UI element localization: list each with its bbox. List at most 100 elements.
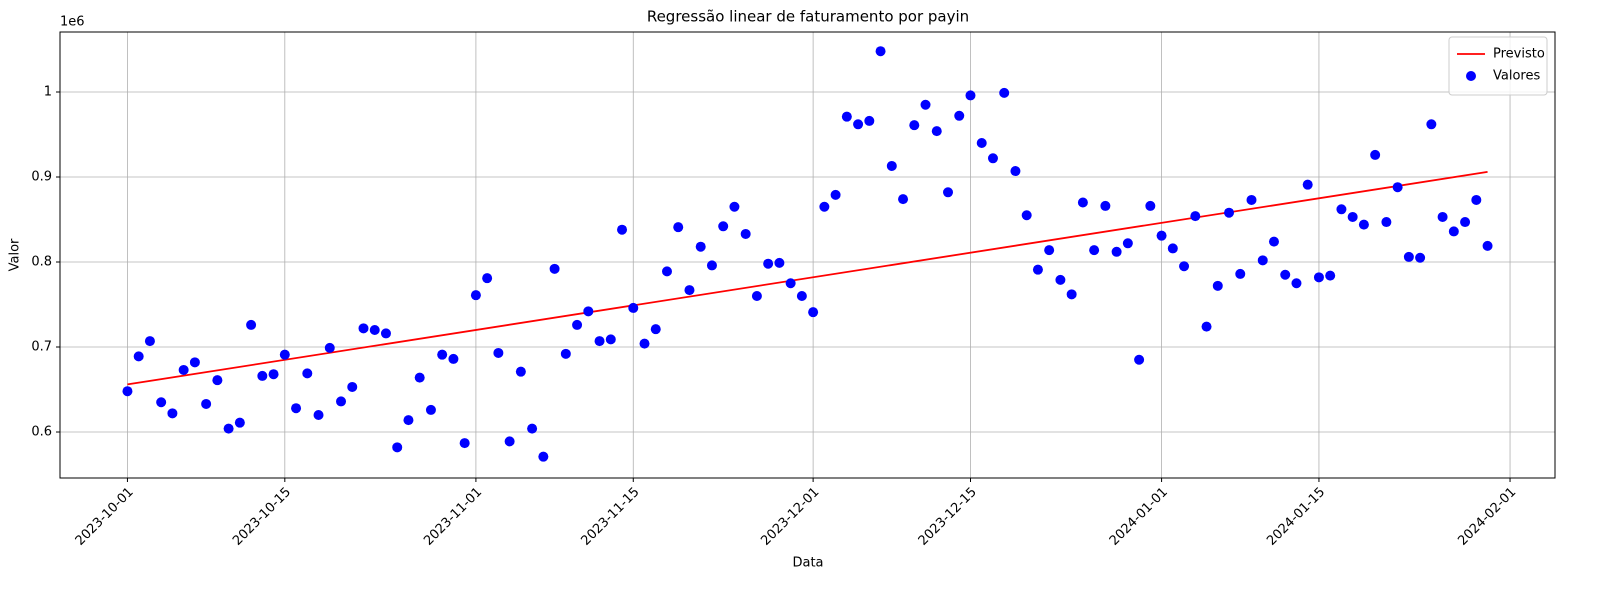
y-tick-label: 1 bbox=[44, 85, 52, 100]
scatter-point bbox=[302, 368, 313, 379]
scatter-point bbox=[1482, 240, 1493, 251]
x-tick-label: 2023-12-01 bbox=[758, 485, 822, 549]
scatter-point bbox=[234, 417, 245, 428]
scatter-point bbox=[1100, 200, 1111, 211]
scatter-point bbox=[572, 319, 583, 330]
scatter-point bbox=[504, 436, 515, 447]
scatter-point bbox=[898, 194, 909, 205]
x-axis-label: Data bbox=[792, 556, 823, 571]
scatter-point bbox=[1302, 179, 1313, 190]
scatter-point bbox=[257, 370, 268, 381]
scatter-point bbox=[515, 366, 526, 377]
x-tick-label: 2023-12-15 bbox=[916, 485, 980, 549]
scatter-point bbox=[403, 415, 414, 426]
scatter-point bbox=[189, 357, 200, 368]
scatter-point bbox=[1268, 236, 1279, 247]
scatter-point bbox=[133, 351, 144, 362]
y-tick-label: 0.9 bbox=[31, 170, 52, 185]
scatter-point bbox=[1257, 255, 1268, 266]
legend-box bbox=[1448, 36, 1548, 96]
scatter-point bbox=[347, 381, 358, 392]
scatter-point bbox=[1167, 243, 1178, 254]
scatter-point bbox=[1156, 230, 1167, 241]
scatter-point bbox=[246, 319, 257, 330]
scatter-point bbox=[954, 110, 965, 121]
scatter-point bbox=[617, 224, 628, 235]
y-offset-label: 1e6 bbox=[60, 15, 85, 30]
scatter-point bbox=[493, 347, 504, 358]
scatter-point bbox=[965, 90, 976, 101]
scatter-point bbox=[1347, 211, 1358, 222]
scatter-point bbox=[594, 336, 605, 347]
scatter-point bbox=[1224, 207, 1235, 218]
legend-label: Valores bbox=[1493, 69, 1540, 84]
scatter-point bbox=[1055, 274, 1066, 285]
scatter-point bbox=[751, 291, 762, 302]
scatter-point bbox=[1471, 194, 1482, 205]
scatter-point bbox=[380, 328, 391, 339]
grid bbox=[60, 32, 1555, 478]
y-tick-label: 0.8 bbox=[31, 255, 52, 270]
scatter-point bbox=[336, 396, 347, 407]
scatter-point bbox=[1370, 149, 1381, 160]
x-tick-label: 2023-10-15 bbox=[230, 485, 294, 549]
scatter-point bbox=[1437, 211, 1448, 222]
plot-frame bbox=[59, 31, 1556, 479]
legend-label: Previsto bbox=[1493, 47, 1545, 62]
scatter-point bbox=[695, 241, 706, 252]
scatter-point bbox=[223, 423, 234, 434]
scatter-point bbox=[1325, 270, 1336, 281]
scatter-point bbox=[1336, 204, 1347, 215]
scatter-point bbox=[1426, 119, 1437, 130]
scatter-point bbox=[156, 397, 167, 408]
scatter-point bbox=[1089, 245, 1100, 256]
x-tick-label: 2024-01-15 bbox=[1264, 485, 1328, 549]
scatter-point bbox=[706, 260, 717, 271]
scatter-point bbox=[1246, 194, 1257, 205]
scatter-point bbox=[1448, 226, 1459, 237]
scatter-point bbox=[268, 369, 279, 380]
scatter-point bbox=[1212, 280, 1223, 291]
scatter-point bbox=[864, 115, 875, 126]
scatter-point bbox=[313, 410, 324, 421]
scatter-point bbox=[729, 201, 740, 212]
scatter-point bbox=[167, 408, 178, 419]
scatter-point bbox=[1111, 246, 1122, 257]
scatter-point bbox=[605, 334, 616, 345]
scatter-point bbox=[987, 153, 998, 164]
scatter-point bbox=[459, 438, 470, 449]
chart-title: Regressão linear de faturamento por payi… bbox=[647, 8, 969, 26]
scatter-point bbox=[324, 342, 335, 353]
scatter-point bbox=[448, 353, 459, 364]
scatter-point bbox=[740, 228, 751, 239]
scatter-point bbox=[628, 302, 639, 313]
scatter-point bbox=[931, 126, 942, 137]
scatter-point bbox=[1415, 252, 1426, 263]
scatter-point bbox=[1403, 251, 1414, 262]
y-tick-label: 0.6 bbox=[31, 425, 52, 440]
scatter-point bbox=[774, 257, 785, 268]
scatter-point bbox=[482, 273, 493, 284]
scatter-point bbox=[392, 442, 403, 453]
scatter-point bbox=[1313, 272, 1324, 283]
scatter-point bbox=[909, 120, 920, 131]
scatter-point bbox=[796, 291, 807, 302]
scatter-point bbox=[639, 338, 650, 349]
scatter-point bbox=[178, 364, 189, 375]
scatter-point bbox=[684, 285, 695, 296]
scatter-point bbox=[425, 404, 436, 415]
scatter-point bbox=[1010, 166, 1021, 177]
scatter-point bbox=[1077, 197, 1088, 208]
x-tick-label: 2024-01-01 bbox=[1107, 485, 1171, 549]
scatter-point bbox=[1122, 238, 1133, 249]
scatter-point bbox=[538, 451, 549, 462]
scatter-point bbox=[650, 324, 661, 335]
scatter-point bbox=[1179, 261, 1190, 272]
scatter-point bbox=[785, 278, 796, 289]
scatter-point bbox=[976, 138, 987, 149]
y-tick-label: 0.7 bbox=[31, 340, 52, 355]
scatter-point bbox=[1201, 321, 1212, 332]
scatter-point bbox=[875, 46, 886, 57]
scatter-point bbox=[1280, 269, 1291, 280]
